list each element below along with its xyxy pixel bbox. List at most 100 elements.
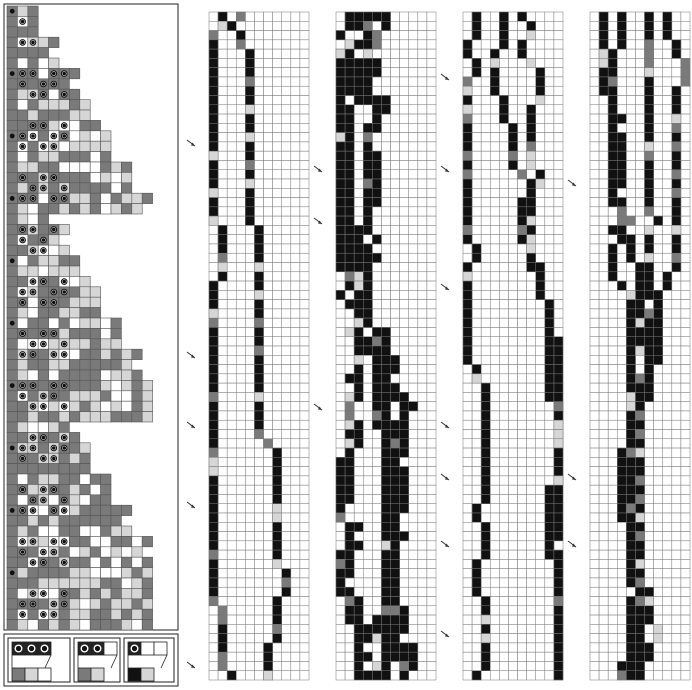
strip-cell [508,624,518,634]
strip-cell [553,95,564,106]
strip-cell [299,522,310,532]
strip-cell [417,429,428,440]
left-dot [41,331,46,336]
strip-cell [208,262,219,273]
strip-cell [544,30,555,41]
strip-cell [390,123,400,133]
strip-cell [281,559,292,569]
strip-cell [390,215,400,226]
left-dot [31,40,35,45]
strip-mark [671,215,682,226]
left-cell [131,400,143,412]
strip-cell [598,327,609,337]
left-cell [58,78,70,90]
strip-mark [363,160,373,170]
strip-cell [635,178,645,189]
strip-cell [381,76,391,87]
strip-cell [653,76,663,87]
left-cell [58,172,70,184]
strip-cell [290,586,301,597]
strip-cell [480,586,491,597]
strip-cell [607,206,618,217]
strip-mark [626,327,636,337]
strip-cell [680,419,691,430]
strip-cell [408,308,419,319]
strip-cell [526,484,536,495]
strip-cell [281,670,292,681]
left-cell [89,390,101,402]
strip-cell [471,429,482,440]
strip-mark [381,466,391,477]
left-cell [131,536,143,548]
strip-cell [480,290,491,300]
strip-cell [680,364,691,375]
strip-cell [589,419,600,430]
strip-cell [589,104,600,115]
strip-cell [508,336,518,347]
strip-cell [662,596,673,607]
left-cell [27,26,39,38]
left-cell [100,348,112,360]
strip-mark [226,21,237,31]
strip-cell [399,355,409,365]
strip-cell [217,290,228,300]
left-cell [79,203,91,215]
left-dot [20,175,25,180]
strip-cell [680,410,691,421]
left-cell [79,380,91,392]
strip-cell [626,76,636,87]
strip-cell [399,215,409,226]
strip-mark [344,76,355,87]
strip-cell [408,178,419,189]
left-cell [69,619,81,631]
strip-mark [208,429,219,440]
strip-cell [290,522,301,532]
strip-cell [653,651,663,662]
strip-cell [217,113,228,124]
strip-cell [535,252,546,263]
strip-cell [589,447,600,458]
left-cell [89,203,101,215]
strip-cell [417,345,428,356]
strip-cell [471,160,482,170]
strip-cell [217,410,228,421]
strip-cell [462,364,473,375]
strip-cell [544,104,555,115]
strip-cell [417,141,428,152]
strip-cell [607,651,618,662]
strip-mark [399,494,409,504]
strip-cell [217,95,228,106]
strip-cell [335,605,346,616]
strip-cell [281,522,292,532]
strip-cell [589,355,600,365]
strip-cell [399,206,409,217]
strip-cell [408,76,419,87]
strip-cell [617,559,627,569]
left-cell [37,359,49,371]
left-cell [27,317,39,329]
strip-cell [299,113,310,124]
strip-mark [607,178,618,189]
strip-mark [208,531,219,542]
strip-mark [363,262,373,273]
strip-cell [680,178,691,189]
strip-mark [208,113,219,124]
strip-mark [635,308,645,319]
strip-cell [263,419,273,430]
strip-mark [335,160,346,170]
strip-cell [217,345,228,356]
strip-cell [508,373,518,384]
strip-mark [553,494,564,504]
strip-mark [208,382,219,393]
strip-cell [517,670,527,681]
strip-cell [399,67,409,78]
strip-mark [381,410,391,421]
strip-cell [508,317,518,328]
left-cell [121,348,133,360]
strip-mark [353,540,364,551]
strip-mark [635,401,645,412]
strip-mark [462,215,473,226]
strip-mark [499,30,509,41]
strip-cell [226,150,237,161]
strip-cell [589,67,600,78]
